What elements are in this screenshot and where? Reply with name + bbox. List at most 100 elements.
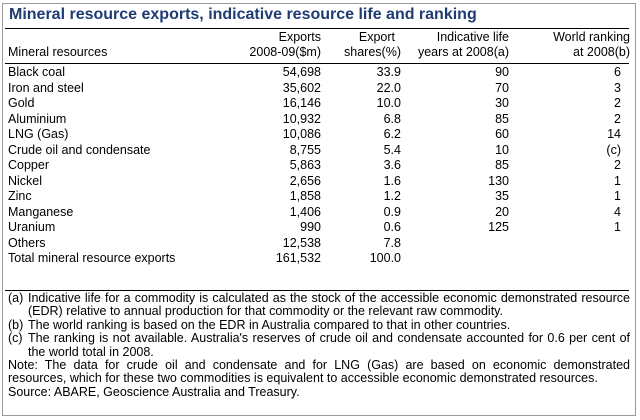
cell-share: 1.6 (383, 173, 401, 188)
header-exports: Exports 2008-09($m) (201, 30, 321, 60)
cell-mineral: Aluminium (8, 111, 67, 126)
cell-rank: 2 (614, 111, 621, 126)
footnote-text: The world ranking is based on the EDR in… (28, 317, 511, 332)
cell-mineral: Manganese (8, 204, 74, 219)
cell-share: 0.9 (383, 204, 401, 219)
cell-exports: 12,538 (282, 235, 321, 250)
header-exports-line1: Exports (278, 30, 321, 44)
cell-share: 3.6 (383, 158, 401, 172)
table-row: Gold 16,146 10.0 30 2 (8, 96, 621, 112)
cell-rank: 1 (614, 173, 621, 188)
table-row: Manganese 1,406 0.9 20 4 (8, 205, 621, 221)
footnotes: (a) Indicative life for a commodity is c… (8, 291, 630, 399)
table-row: Copper 5,863 3.6 85 2 (8, 158, 621, 174)
footnote-text: Indicative life for a commodity is calcu… (28, 291, 630, 319)
header-name-line: Mineral resources (8, 45, 108, 59)
footnote-text: The ranking is not available. Australia'… (28, 331, 630, 359)
header-shares-line2: shares(%) (344, 45, 401, 59)
cell-life: 20 (495, 204, 509, 219)
cell-rank: 3 (614, 80, 621, 95)
cell-rank (509, 236, 621, 252)
cell-share: 1.2 (383, 189, 401, 203)
cell-mineral: Iron and steel (8, 80, 84, 95)
bottom-rule (5, 290, 629, 291)
cell-life (401, 236, 509, 252)
cell-exports: 54,698 (282, 65, 321, 79)
cell-life: 130 (488, 173, 509, 188)
cell-exports: 8,755 (289, 142, 321, 157)
cell-exports: 161,532 (275, 251, 321, 265)
header-rule (5, 63, 629, 64)
cell-share: 100.0 (369, 251, 401, 265)
header-rank: World ranking at 2008(b) (509, 30, 630, 60)
header-life: Indicative life years at 2008(a) (401, 30, 509, 60)
cell-exports: 16,146 (282, 96, 321, 110)
cell-rank: 2 (614, 96, 621, 110)
cell-exports: 10,086 (282, 127, 321, 141)
cell-mineral: Nickel (8, 173, 43, 188)
cell-life: 35 (495, 189, 509, 203)
cell-mineral: Crude oil and condensate (8, 142, 151, 157)
cell-share: 6.2 (383, 127, 401, 141)
cell-mineral: Black coal (8, 65, 65, 79)
header-rank-line1: World ranking (553, 30, 630, 44)
cell-life: 10 (495, 142, 509, 157)
header-rank-line2: at 2008(b) (573, 45, 630, 59)
cell-life: 90 (495, 65, 509, 79)
cell-share: 10.0 (376, 96, 401, 110)
cell-exports: 2,656 (289, 173, 321, 188)
cell-mineral: Uranium (8, 220, 56, 234)
cell-life: 60 (495, 127, 509, 141)
cell-life: 85 (495, 111, 509, 126)
table-row: Total mineral resource exports 161,532 100… (8, 251, 621, 267)
cell-exports: 1,406 (289, 204, 321, 219)
cell-rank: 1 (614, 220, 621, 234)
cell-rank: (c) (606, 142, 621, 157)
table-row: Iron and steel 35,602 22.0 70 3 (8, 81, 621, 97)
table-row: Uranium 990 0.6 125 1 (8, 220, 621, 236)
cell-rank: 6 (614, 65, 621, 79)
cell-share: 6.8 (383, 111, 401, 126)
cell-mineral: Copper (8, 158, 49, 172)
table-row: LNG (Gas) 10,086 6.2 60 14 (8, 127, 621, 143)
table-row: Black coal 54,698 33.9 90 6 (8, 65, 621, 81)
figure-frame (2, 3, 636, 416)
cell-rank (509, 251, 621, 267)
cell-mineral: LNG (Gas) (8, 127, 69, 141)
cell-life: 125 (488, 220, 509, 234)
cell-mineral: Gold (8, 96, 35, 110)
table-row: Crude oil and condensate 8,755 5.4 10 (c) (8, 143, 621, 159)
footnote-label: (a) (8, 291, 24, 305)
cell-share: 22.0 (376, 80, 401, 95)
footnote-label: (b) (8, 317, 24, 332)
header-life-line2: years at 2008(a) (417, 45, 509, 59)
header-mineral-resources: Mineral resources (8, 45, 107, 60)
header-exports-line2: 2008-09($m) (249, 45, 321, 59)
cell-life (401, 251, 509, 267)
footnote-a: (a) Indicative life for a commodity is c… (8, 291, 630, 319)
cell-life: 70 (495, 80, 509, 95)
table-title: Mineral resource exports, indicative res… (9, 6, 477, 23)
top-rule (5, 28, 629, 29)
cell-exports: 5,863 (289, 158, 321, 172)
cell-exports: 990 (300, 220, 321, 234)
cell-share: 33.9 (376, 65, 401, 79)
header-shares: Export shares(%) (321, 30, 401, 60)
header-life-line1: Indicative life (436, 30, 509, 44)
table-row: Aluminium 10,932 6.8 85 2 (8, 112, 621, 128)
table-row: Others 12,538 7.8 (8, 236, 621, 252)
header-shares-line1: Export (358, 30, 395, 44)
table-note: Note: The data for crude oil and condens… (8, 358, 630, 386)
cell-rank: 1 (614, 189, 621, 203)
cell-mineral: Others (8, 235, 46, 250)
cell-life: 30 (495, 96, 509, 110)
cell-life: 85 (495, 158, 509, 172)
cell-rank: 14 (607, 127, 621, 141)
cell-mineral: Total mineral resource exports (8, 251, 176, 265)
cell-exports: 35,602 (282, 80, 321, 95)
cell-share: 0.6 (383, 220, 401, 234)
cell-rank: 4 (614, 204, 621, 219)
footnote-label: (c) (8, 331, 23, 346)
table-row: Nickel 2,656 1.6 130 1 (8, 174, 621, 190)
cell-mineral: Zinc (8, 189, 32, 203)
